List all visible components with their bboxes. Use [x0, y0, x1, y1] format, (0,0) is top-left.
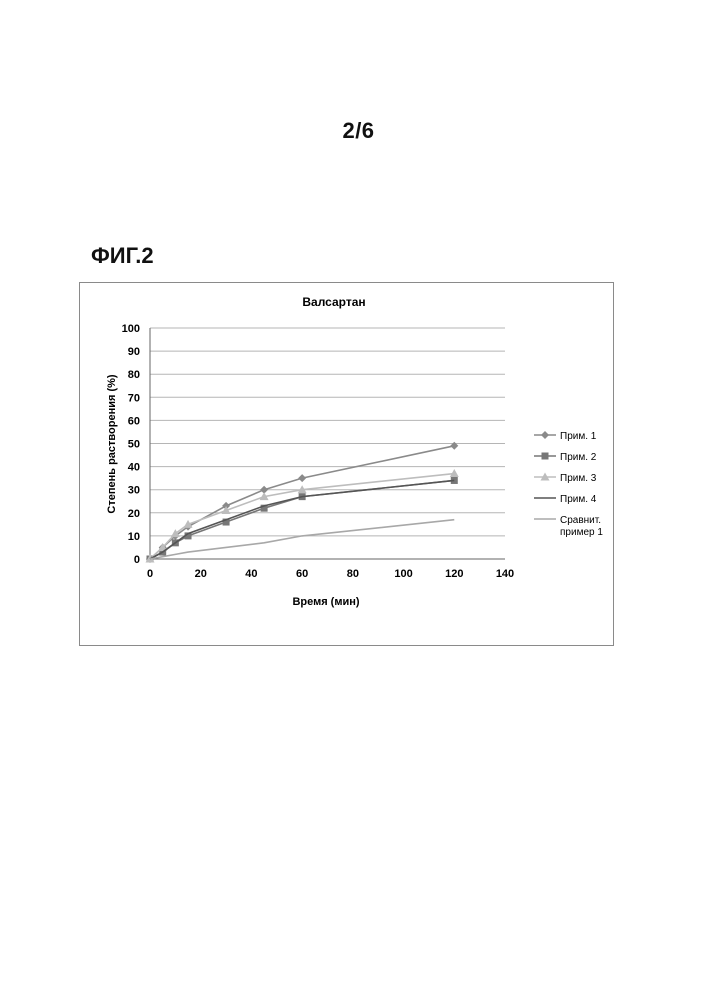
figure-label: ФИГ.2 [91, 243, 154, 269]
series-group [146, 442, 459, 563]
legend-item: Прим. 3 [534, 473, 597, 485]
page-number: 2/6 [0, 118, 717, 144]
y-tick-label: 30 [128, 485, 140, 497]
dissolution-chart: Валсартан 0 10 20 30 40 50 60 70 80 90 100 0 20 40 60… [79, 282, 614, 646]
legend-item: Прим. 1 [534, 431, 597, 442]
legend-label: Прим. 2 [560, 452, 597, 463]
series-1 [146, 442, 458, 563]
y-tick-label: 70 [128, 392, 140, 404]
x-tick-label: 0 [147, 568, 153, 580]
data-point [298, 474, 306, 482]
legend-label: Прим. 1 [560, 431, 597, 442]
x-tick-label: 20 [195, 568, 207, 580]
legend-label: Прим. 3 [560, 473, 597, 484]
y-tick-label: 40 [128, 462, 140, 474]
data-point [450, 469, 459, 477]
legend-label: пример 1 [560, 527, 603, 538]
x-tick-label: 120 [445, 568, 463, 580]
x-tick-label: 40 [245, 568, 257, 580]
y-tick-label: 60 [128, 415, 140, 427]
series-3 [146, 469, 459, 562]
y-tick-label: 50 [128, 439, 140, 451]
x-tick-label: 140 [496, 568, 514, 580]
grid-lines [150, 328, 505, 536]
series-5 [150, 520, 454, 559]
x-tick-label: 60 [296, 568, 308, 580]
y-tick-label: 100 [122, 323, 140, 335]
y-tick-label: 0 [134, 554, 140, 566]
x-tick-labels: 0 20 40 60 80 100 120 140 [147, 568, 514, 580]
y-tick-label: 20 [128, 508, 140, 520]
x-axis-label: Время (мин) [292, 596, 359, 608]
series-line [150, 520, 454, 559]
y-tick-label: 10 [128, 531, 140, 543]
legend-marker [541, 431, 549, 439]
legend-item: Сравнит.пример 1 [534, 515, 603, 538]
legend-label: Сравнит. [560, 515, 601, 526]
y-tick-labels: 0 10 20 30 40 50 60 70 80 90 100 [122, 323, 140, 566]
y-axis-label: Степень растворения (%) [106, 374, 118, 514]
y-tick-label: 80 [128, 369, 140, 381]
legend-marker [542, 453, 549, 460]
y-tick-label: 90 [128, 346, 140, 358]
legend-item: Прим. 2 [534, 452, 597, 463]
legend-item: Прим. 4 [534, 494, 597, 505]
x-tick-label: 100 [394, 568, 412, 580]
series-line [150, 446, 454, 559]
chart-title: Валсартан [302, 295, 365, 309]
legend-label: Прим. 4 [560, 494, 597, 505]
legend: Прим. 1 Прим. 2 Прим. 3 Прим. 4 Сравнит.прим… [534, 431, 603, 538]
x-tick-label: 80 [347, 568, 359, 580]
